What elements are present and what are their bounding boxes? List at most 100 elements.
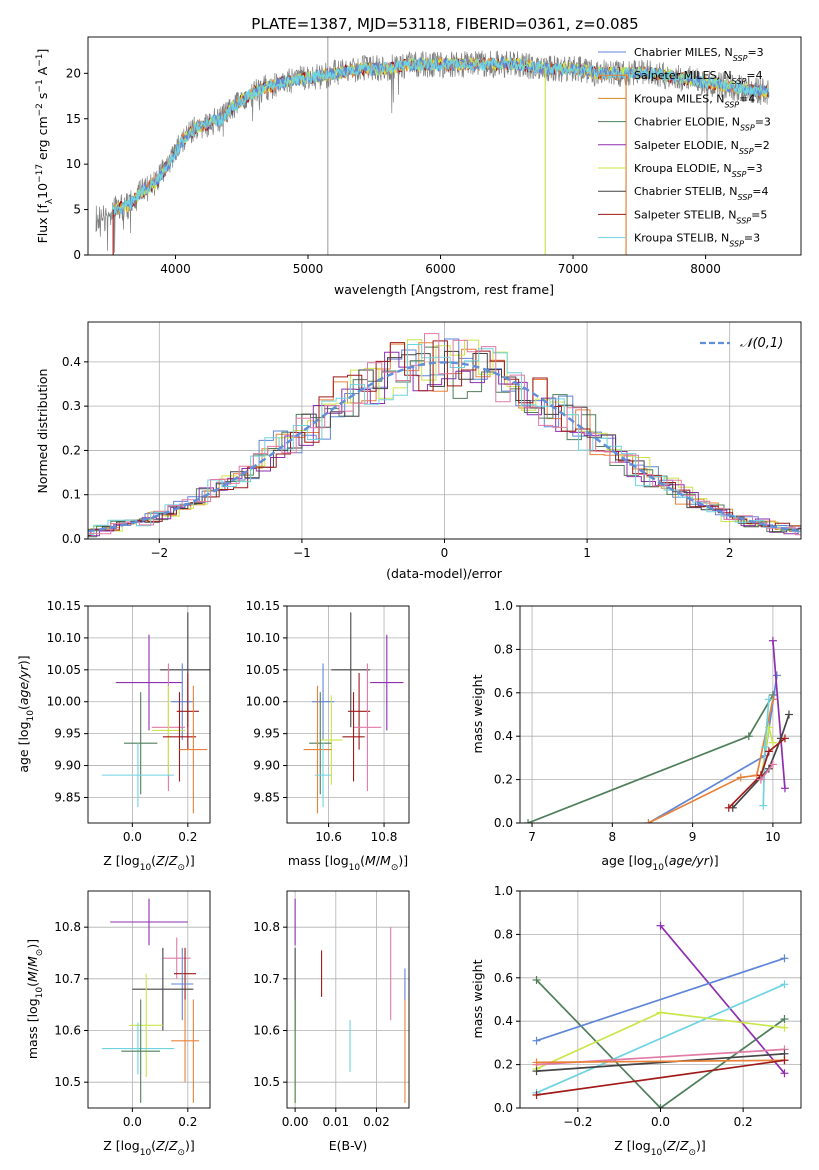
weight-line-chabrier_miles (536, 957, 785, 1042)
spectrum-ytick-label: 20 (66, 66, 81, 80)
spectrum-ytick-label: 15 (66, 112, 81, 126)
panel-background (520, 606, 801, 823)
residual-histogram-panel: −2 −1 0 1 2 0.0 0.1 0.2 0.3 0.4 (data-model)/erro… (35, 321, 802, 581)
xtick-label: −0.2 (563, 1115, 592, 1129)
weight-line-salpeter_stelib (728, 737, 786, 809)
xtick-label: 7 (528, 830, 536, 844)
weight-vs-age-panel: 7 8 9 10 0.0 0.2 0.4 0.6 0.8 1.0 age [log10(age/yr… (470, 599, 802, 873)
ytick-label: 10.5 (253, 1075, 280, 1089)
spectrum-legend: Chabrier MILES, NSSP=3 Salpeter MILES, NS… (598, 46, 771, 248)
panel-background (287, 606, 409, 823)
panel-marks (101, 898, 199, 1103)
spectrum-ylabel: Flux [fλ10−17 erg cm−2 s−1 A−1] (35, 49, 55, 244)
ytick-label: 10.7 (54, 972, 81, 986)
spectrum-ytick-label: 5 (73, 203, 81, 217)
legend-label-kroupa_miles: Kroupa MILES, NSSP=4 (634, 92, 755, 109)
weight-age-xlabel: age [log10(age/yr)] (601, 853, 718, 873)
ytick-label: 0.0 (494, 1101, 513, 1115)
histogram-ytick-label: 0.1 (62, 488, 81, 502)
ytick-label: 10.05 (246, 663, 280, 677)
age-metallicity-ylabel: age [log10(age/yr)] (16, 655, 36, 772)
histogram-legend: 𝒩(0,1) (700, 336, 783, 351)
weight-line-pink (760, 763, 774, 781)
xtick-label: 9 (689, 830, 697, 844)
weight-metallicity-ylabel: mass weight (470, 959, 485, 1038)
spectrum-panel: 4000 5000 6000 7000 8000 0 5 10 15 20 wavelength … (35, 36, 802, 297)
ytick-label: 10.5 (54, 1075, 81, 1089)
histogram-xtick-label: 2 (726, 546, 734, 560)
mass-vs-metallicity-panel: 0.0 0.2 10.5 10.6 10.7 10.8 Z [log10(Z/Z⊙)] mas… (25, 890, 211, 1158)
weight-line-chabrier_stelib (536, 1052, 785, 1072)
histogram-xtick-label: 0 (441, 546, 449, 560)
mass-vs-extinction-panel: 0.00 0.01 0.02 10.5 10.6 10.7 10.8 E(B-V) (253, 890, 410, 1153)
age-vs-mass-panel: 10.6 10.8 9.85 9.90 9.95 10.00 10.05 10.10 10.15… (246, 599, 410, 873)
ytick-label: 9.85 (54, 790, 81, 804)
xtick-label: 0.2 (178, 1115, 197, 1129)
ytick-label: 10.7 (253, 972, 280, 986)
panel-marks (532, 921, 789, 1108)
panel-frame (87, 890, 211, 1109)
ytick-label: 10.05 (47, 663, 81, 677)
ytick-label: 0.6 (494, 686, 513, 700)
panel-frame (87, 605, 211, 824)
panel-marks (101, 612, 210, 814)
ytick-label: 0.2 (494, 773, 513, 787)
ytick-label: 10.10 (47, 631, 81, 645)
model-spectrum-kroupa_stelib (111, 56, 770, 219)
spectrum-ytick-label: 0 (73, 248, 81, 262)
histogram-ytick-label: 0.2 (62, 443, 81, 457)
figure-title: PLATE=1387, MJD=53118, FIBERID=0361, z=0… (251, 15, 638, 33)
ytick-label: 0.8 (494, 642, 513, 656)
weight-metallicity-xlabel: Z [log10(Z/Z⊙)] (614, 1138, 706, 1158)
spectrum-xtick-label: 7000 (558, 262, 589, 276)
xtick-label: 10.8 (371, 830, 398, 844)
legend-label-chabrier_miles: Chabrier MILES, NSSP=3 (634, 46, 764, 63)
age-mass-xlabel: mass [log10(M/M⊙)] (288, 853, 408, 873)
weight-vs-metallicity-panel: −0.2 0.0 0.2 0.0 0.2 0.4 0.6 0.8 1.0 Z [log10(Z/Z… (470, 884, 802, 1158)
spectrum-xtick-label: 8000 (690, 262, 721, 276)
spectrum-xtick-label: 6000 (425, 262, 456, 276)
panel-marks (524, 636, 793, 823)
weight-line-salpeter_miles (648, 699, 774, 823)
ytick-label: 10.8 (253, 920, 280, 934)
weight-line-salpeter_elodie (772, 640, 786, 789)
weight-line-salpeter_miles (536, 1059, 785, 1064)
ytick-label: 9.95 (253, 727, 280, 741)
ytick-label: 10.8 (54, 920, 81, 934)
ytick-label: 10.00 (246, 695, 280, 709)
spectrum-frame (87, 36, 802, 256)
ytick-label: 10.15 (246, 599, 280, 613)
xtick-label: 0.02 (363, 1115, 390, 1129)
histogram-kroupa_stelib (88, 344, 801, 535)
panel-frame (286, 890, 410, 1109)
xtick-label: 10.6 (315, 830, 342, 844)
ytick-label: 9.90 (253, 759, 280, 773)
legend-label-kroupa_elodie: Kroupa ELODIE, NSSP=3 (634, 162, 763, 179)
spectrum-xtick-label: 5000 (293, 262, 324, 276)
ytick-label: 0.4 (494, 1014, 513, 1028)
ytick-label: 10.6 (54, 1024, 81, 1038)
legend-label-salpeter_stelib: Salpeter STELIB, NSSP=5 (634, 208, 767, 225)
xtick-label: 0.01 (322, 1115, 349, 1129)
histogram-xtick-label: −1 (293, 546, 311, 560)
xtick-label: 0.2 (178, 830, 197, 844)
xtick-label: 10 (765, 830, 780, 844)
panel-frame (286, 605, 410, 824)
histogram-ylabel: Normed distribution (35, 369, 50, 494)
spectrum-ytick-label: 10 (66, 157, 81, 171)
histogram-ytick-label: 0.3 (62, 399, 81, 413)
panel-frame (519, 605, 802, 824)
mass-metallicity-ylabel: mass [log10(M/M⊙)] (25, 939, 45, 1059)
histogram-ytick-label: 0.0 (62, 532, 81, 546)
histogram-xtick-label: −2 (150, 546, 168, 560)
ytick-label: 9.95 (54, 727, 81, 741)
xtick-label: 0.00 (282, 1115, 309, 1129)
ytick-label: 0.6 (494, 971, 513, 985)
age-vs-metallicity-panel: 0.0 0.2 9.85 9.90 9.95 10.00 10.05 10.10 10.15 Z … (16, 599, 211, 873)
xtick-label: 0.0 (651, 1115, 670, 1129)
histogram-xlabel: (data-model)/error (386, 566, 503, 581)
ytick-label: 1.0 (494, 884, 513, 898)
histogram-ytick-label: 0.4 (62, 355, 81, 369)
ytick-label: 10.15 (47, 599, 81, 613)
legend-label-kroupa_stelib: Kroupa STELIB, NSSP=3 (634, 232, 760, 249)
